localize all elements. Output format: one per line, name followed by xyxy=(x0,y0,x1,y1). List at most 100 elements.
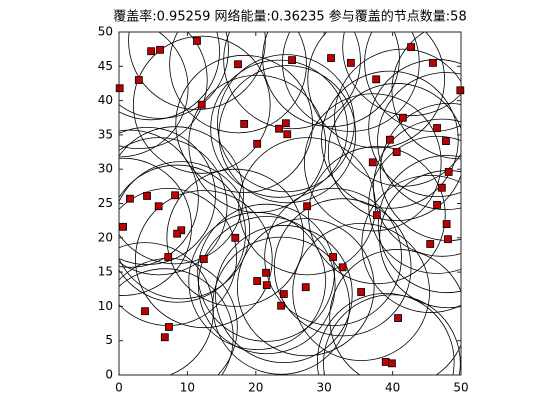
node-marker xyxy=(154,202,163,211)
node-marker xyxy=(253,277,262,285)
coverage-circle xyxy=(210,59,348,198)
coverage-circle xyxy=(377,155,461,294)
node-marker xyxy=(160,333,169,342)
node-marker xyxy=(372,75,381,84)
node-marker xyxy=(388,359,396,368)
node-marker xyxy=(442,137,450,145)
node-marker xyxy=(262,281,271,290)
coverage-circle xyxy=(175,54,313,193)
coverage-circle xyxy=(364,32,461,132)
y-tick-label: 20 xyxy=(98,230,113,244)
node-marker xyxy=(433,200,441,209)
node-marker xyxy=(199,255,208,263)
y-tick-label: 35 xyxy=(98,127,113,141)
y-tick-label: 45 xyxy=(98,59,113,73)
coverage-circle xyxy=(119,32,208,149)
x-tick-label: 30 xyxy=(317,381,332,395)
coverage-circle xyxy=(119,268,234,375)
node-marker xyxy=(357,288,366,296)
y-tick-label: 0 xyxy=(105,368,113,382)
coverage-circle xyxy=(119,164,246,303)
coverage-circle xyxy=(119,129,199,268)
node-marker xyxy=(193,37,201,45)
coverage-circle xyxy=(307,32,445,149)
coverage-circle xyxy=(342,32,461,117)
node-marker xyxy=(281,119,290,128)
node-marker xyxy=(444,168,453,176)
node-marker xyxy=(171,191,179,200)
node-marker xyxy=(164,253,173,261)
node-marker xyxy=(394,314,402,322)
coverage-circle xyxy=(166,168,305,307)
node-marker xyxy=(329,253,337,261)
coverage-circle xyxy=(308,146,446,285)
coverage-circle xyxy=(132,35,271,174)
coverage-circle xyxy=(169,32,307,134)
node-marker xyxy=(143,192,151,200)
node-marker xyxy=(433,124,441,132)
coverage-circle xyxy=(292,222,430,361)
node-layer xyxy=(115,37,465,368)
y-tick-label: 30 xyxy=(98,162,113,176)
node-marker xyxy=(429,58,437,67)
coverage-circle xyxy=(323,294,461,375)
node-marker xyxy=(301,283,310,292)
node-marker xyxy=(115,84,124,93)
x-tick-label: 50 xyxy=(453,381,468,395)
coverage-circle xyxy=(264,188,402,327)
coverage-circle xyxy=(303,93,442,232)
coverage-circle xyxy=(119,161,251,300)
node-marker xyxy=(126,194,134,203)
x-tick-label: 10 xyxy=(180,381,195,395)
node-marker xyxy=(346,58,355,67)
node-marker xyxy=(231,233,240,242)
node-marker xyxy=(147,47,156,56)
x-tick-label: 20 xyxy=(248,381,263,395)
node-marker xyxy=(368,158,377,167)
node-marker xyxy=(398,113,407,122)
coverage-circle xyxy=(215,225,353,364)
y-tick-label: 40 xyxy=(98,93,113,107)
coverage-circle xyxy=(361,174,461,313)
coverage-circle xyxy=(368,59,461,198)
node-marker xyxy=(197,100,206,109)
node-marker xyxy=(279,290,288,298)
node-marker xyxy=(165,323,173,331)
chart-title: 覆盖率:0.95259 网络能量:0.36235 参与覆盖的节点数量:58 xyxy=(113,9,466,25)
coverage-circle xyxy=(119,126,216,265)
node-marker xyxy=(240,120,249,128)
node-marker xyxy=(303,202,312,211)
coverage-circle xyxy=(368,135,461,274)
node-marker xyxy=(392,148,401,156)
node-marker xyxy=(456,86,465,95)
coverage-circle xyxy=(391,32,461,160)
coverage-circle xyxy=(119,242,214,375)
node-marker xyxy=(426,240,435,248)
node-marker xyxy=(119,222,128,231)
coverage-circle xyxy=(128,32,266,110)
x-tick-label: 40 xyxy=(385,381,400,395)
y-tick-label: 50 xyxy=(98,25,113,39)
coverage-circle xyxy=(119,137,228,276)
y-tick-label: 10 xyxy=(98,299,113,313)
node-marker xyxy=(277,301,286,310)
coverage-circle xyxy=(282,32,420,132)
y-tick-label: 25 xyxy=(98,196,113,210)
coverage-circle xyxy=(334,48,461,187)
coverage-circle xyxy=(329,249,461,375)
coverage-circle xyxy=(327,83,461,222)
node-marker xyxy=(141,307,149,316)
node-marker xyxy=(262,268,270,277)
node-marker xyxy=(283,130,292,139)
x-tick-label: 0 xyxy=(115,381,123,395)
node-marker xyxy=(253,139,262,148)
node-marker xyxy=(385,135,394,144)
node-marker xyxy=(275,124,283,133)
node-marker xyxy=(407,43,415,51)
node-marker xyxy=(156,45,164,54)
node-marker xyxy=(372,211,381,220)
y-tick-label: 5 xyxy=(105,333,113,347)
node-marker xyxy=(437,183,446,192)
node-marker xyxy=(134,76,143,84)
